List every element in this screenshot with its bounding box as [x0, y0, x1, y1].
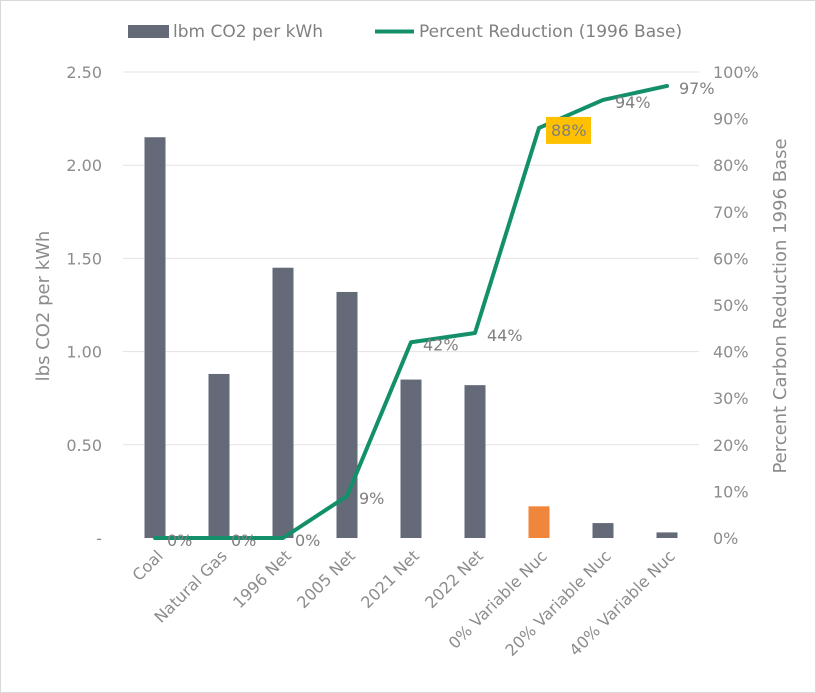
line-data-label: 0% [295, 531, 320, 550]
line-data-label: 0% [167, 531, 192, 550]
bar [592, 523, 614, 538]
right-tick-label: 50% [713, 296, 749, 315]
line-data-label: 42% [423, 335, 459, 354]
legend-bar-label: lbm CO2 per kWh [173, 22, 323, 42]
left-tick-label: 1.00 [66, 343, 102, 362]
category-label: 20% Variable Nuc [501, 546, 614, 659]
category-label: 2022 Net [421, 546, 487, 612]
right-tick-label: 100% [713, 63, 759, 82]
gridlines [123, 71, 699, 446]
left-axis-title: lbs CO2 per kWh [33, 231, 54, 382]
line-data-labels: 0% 0% 0% 9% 42% 44% 88% 94% 97% [167, 79, 715, 550]
right-tick-label: 90% [713, 110, 749, 129]
left-tick-label: - [96, 529, 102, 548]
right-tick-label: 60% [713, 249, 749, 268]
line-series [153, 83, 669, 540]
legend-line-label: Percent Reduction (1996 Base) [419, 22, 682, 42]
percent-reduction-line [153, 83, 669, 540]
left-tick-label: 2.00 [66, 156, 102, 175]
bar [400, 379, 422, 538]
right-tick-label: 0% [713, 529, 738, 548]
category-label: Coal [128, 546, 166, 584]
left-axis-ticks: - 0.50 1.00 1.50 2.00 2.50 [66, 63, 102, 548]
line-data-label: 0% [231, 531, 256, 550]
right-tick-label: 80% [713, 156, 749, 175]
right-tick-label: 30% [713, 389, 749, 408]
left-tick-label: 1.50 [66, 249, 102, 268]
legend: lbm CO2 per kWh Percent Reduction (1996 … [128, 22, 682, 42]
bar-series [144, 137, 678, 539]
bar [272, 267, 294, 538]
right-axis-title: Percent Carbon Reduction 1996 Base [770, 138, 791, 473]
bar [656, 532, 678, 538]
legend-bar-swatch [128, 25, 169, 38]
category-label: 2021 Net [357, 546, 423, 612]
bar [144, 137, 166, 539]
bar [464, 385, 486, 538]
right-tick-label: 40% [713, 343, 749, 362]
bar [336, 291, 358, 538]
right-tick-label: 10% [713, 482, 749, 501]
bar [208, 373, 230, 538]
right-axis-ticks: 0% 10% 20% 30% 40% 50% 60% 70% 80% 90% 100% [713, 63, 759, 548]
line-data-label: 97% [679, 79, 715, 98]
bar [528, 506, 550, 538]
highlight-label-box [546, 116, 591, 144]
right-tick-label: 70% [713, 203, 749, 222]
category-label: 1996 Net [229, 546, 295, 612]
right-tick-label: 20% [713, 436, 749, 455]
line-data-label: 9% [359, 489, 384, 508]
category-label: 2005 Net [293, 546, 359, 612]
line-data-label: 88% [551, 121, 587, 140]
line-data-label: 44% [487, 326, 523, 345]
left-tick-label: 2.50 [66, 63, 102, 82]
left-tick-label: 0.50 [66, 436, 102, 455]
category-label: 40% Variable Nuc [565, 546, 678, 659]
line-data-label: 94% [615, 93, 651, 112]
